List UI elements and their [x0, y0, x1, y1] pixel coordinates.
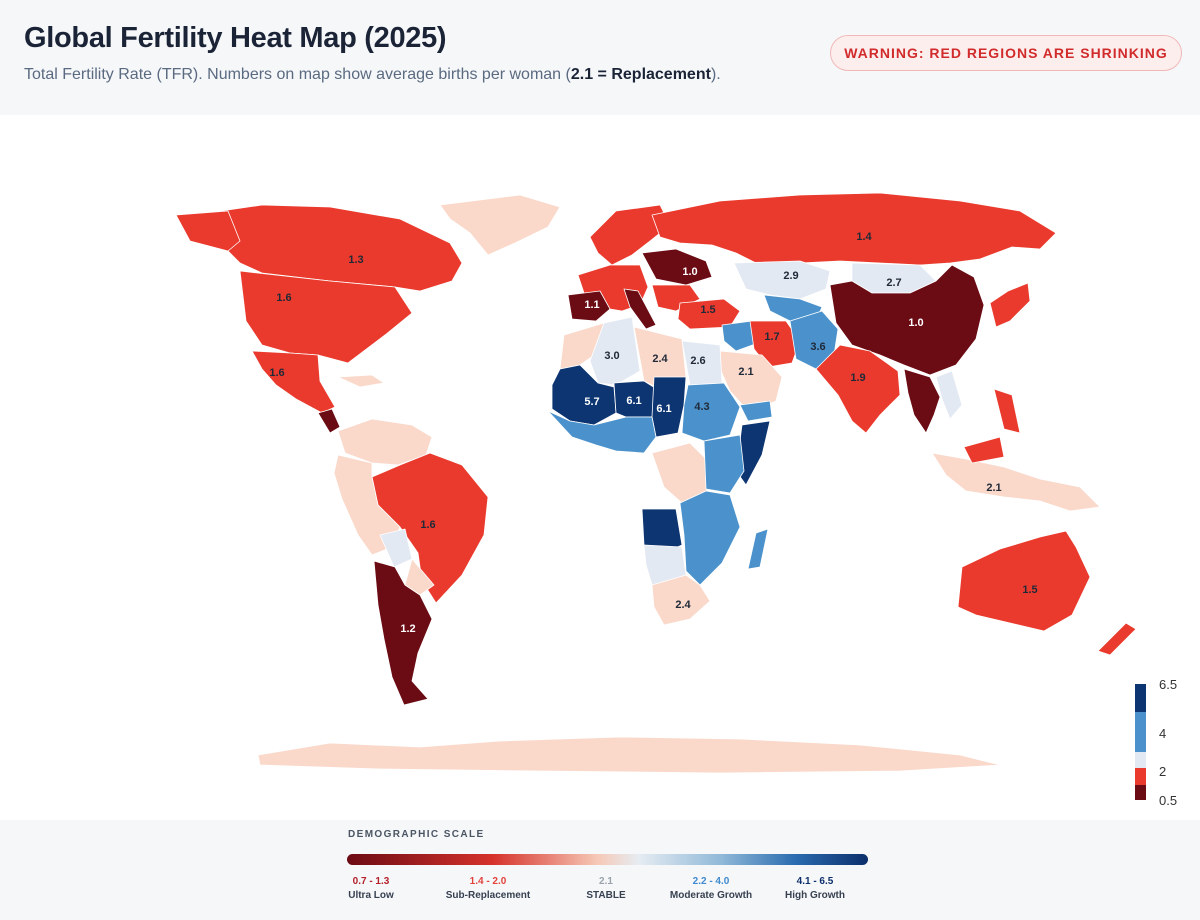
colorbar-segment-ultra — [1135, 785, 1146, 800]
header: Global Fertility Heat Map (2025) Total F… — [0, 0, 1200, 115]
map-label-united-states: 1.6 — [276, 292, 291, 304]
map-label-brazil: 1.6 — [420, 519, 435, 531]
madagascar[interactable] — [747, 528, 769, 570]
map-label-south-africa: 2.4 — [675, 599, 691, 611]
map-label-mexico: 1.6 — [269, 367, 284, 379]
legend-item-moderate-growth: 2.2 - 4.0 Moderate Growth — [636, 875, 786, 903]
legend-name: High Growth — [785, 890, 845, 901]
mexico[interactable] — [251, 350, 336, 414]
yemen[interactable] — [739, 400, 773, 422]
central-america[interactable] — [317, 408, 341, 434]
legend-item-sub-replacement: 1.4 - 2.0 Sub-Replacement — [413, 875, 563, 903]
map-label-argentina-chile: 1.2 — [400, 623, 415, 635]
subtitle-text: Total Fertility Rate (TFR). Numbers on m… — [24, 66, 571, 83]
colorbar-segment-high — [1135, 684, 1146, 712]
legend-range: 1.4 - 2.0 — [469, 876, 507, 887]
mali[interactable] — [551, 364, 617, 426]
colorbar-segment-sub — [1135, 768, 1146, 785]
south-africa[interactable] — [651, 574, 711, 626]
caribbean[interactable] — [337, 374, 385, 388]
colorbar-tick-max: 6.5 — [1159, 677, 1177, 692]
legend-range: 2.2 - 4.0 — [692, 876, 730, 887]
legend-range: 2.1 — [599, 876, 613, 887]
iraq-syria[interactable] — [721, 320, 759, 352]
map-label-niger: 6.1 — [626, 395, 641, 407]
australia[interactable] — [957, 530, 1091, 632]
map-label-saudi-arabia: 2.1 — [738, 366, 753, 378]
colorbar-tick-min: 0.5 — [1159, 793, 1177, 808]
east-africa[interactable] — [679, 490, 741, 586]
indonesia[interactable] — [931, 452, 1101, 512]
map-label-india: 1.9 — [850, 372, 865, 384]
map-label-iran: 1.7 — [764, 331, 779, 343]
legend-item-ultra-low: 0.7 - 1.3 Ultra Low — [296, 875, 446, 903]
subtitle-replacement-note: 2.1 = Replacement — [570, 66, 711, 83]
subtitle: Total Fertility Rate (TFR). Numbers on m… — [24, 66, 721, 84]
united-states[interactable] — [239, 270, 413, 364]
malaysia[interactable] — [963, 436, 1005, 464]
map-label-turkey: 1.5 — [700, 304, 715, 316]
argentina-chile[interactable] — [373, 560, 433, 706]
indochina[interactable] — [935, 370, 963, 420]
ethiopia-kenya[interactable] — [703, 434, 745, 494]
map-value-labels: 1.3 1.6 1.6 1.6 1.2 1.1 1.0 1.4 1.5 3.0 … — [269, 231, 1037, 635]
map-label-spain: 1.1 — [584, 299, 599, 311]
russia[interactable] — [651, 192, 1057, 266]
warning-badge: WARNING: RED REGIONS ARE SHRINKING — [830, 35, 1182, 71]
demographic-scale-legend: DEMOGRAPHIC SCALE 0.7 - 1.3 Ultra Low 1.… — [0, 820, 1200, 920]
antarctica[interactable] — [257, 736, 1001, 774]
legend-name: Moderate Growth — [669, 890, 753, 901]
map-label-indonesia: 2.1 — [986, 482, 1001, 494]
colorbar-tick-4: 4 — [1159, 726, 1166, 741]
colorbar-segment-stable — [1135, 752, 1146, 768]
map-label-libya: 2.4 — [652, 353, 668, 365]
india[interactable] — [815, 344, 901, 434]
map-label-kazakhstan: 2.9 — [783, 270, 798, 282]
world-map[interactable]: 1.3 1.6 1.6 1.6 1.2 1.1 1.0 1.4 1.5 3.0 … — [0, 115, 1200, 820]
legend-gradient-bar — [347, 854, 868, 865]
colorbar-segment-moderate — [1135, 712, 1146, 752]
colorbar-tick-2: 2 — [1159, 764, 1166, 779]
west-africa-coast[interactable] — [547, 410, 657, 454]
legend-heading: DEMOGRAPHIC SCALE — [348, 829, 485, 840]
legend-item-high-growth: 4.1 - 6.5 High Growth — [740, 875, 890, 903]
legend-item-stable: 2.1 STABLE — [531, 875, 681, 903]
legend-range: 4.1 - 6.5 — [796, 876, 834, 887]
legend-name: Ultra Low — [348, 890, 394, 901]
scandinavia[interactable] — [589, 204, 671, 266]
map-label-chad: 6.1 — [656, 403, 671, 415]
new-zealand[interactable] — [1097, 622, 1137, 656]
page-title: Global Fertility Heat Map (2025) — [24, 22, 447, 54]
spain[interactable] — [567, 290, 611, 322]
southeast-asia[interactable] — [903, 368, 941, 434]
map-label-china: 1.0 — [908, 317, 923, 329]
italy[interactable] — [623, 288, 657, 330]
sudan[interactable] — [681, 382, 741, 442]
map-label-egypt: 2.6 — [690, 355, 705, 367]
central-europe[interactable] — [641, 248, 713, 286]
map-label-mongolia: 2.7 — [886, 277, 901, 289]
map-label-australia: 1.5 — [1022, 584, 1037, 596]
legend-name: Sub-Replacement — [445, 890, 531, 901]
subtitle-end: ). — [710, 66, 721, 83]
map-label-mali: 5.7 — [584, 396, 599, 408]
korea-japan[interactable] — [989, 282, 1031, 328]
greenland[interactable] — [439, 194, 561, 256]
map-label-afghanistan-pakistan: 3.6 — [810, 341, 825, 353]
alaska[interactable] — [175, 210, 241, 252]
legend-name: STABLE — [586, 890, 626, 901]
map-label-algeria: 3.0 — [604, 350, 619, 362]
map-colorbar: 6.5 4 2 0.5 — [1135, 677, 1177, 808]
map-label-russia: 1.4 — [856, 231, 872, 243]
legend-range: 0.7 - 1.3 — [352, 876, 390, 887]
map-panel: 1.3 1.6 1.6 1.6 1.2 1.1 1.0 1.4 1.5 3.0 … — [0, 115, 1200, 820]
map-label-central-europe: 1.0 — [682, 266, 697, 278]
philippines[interactable] — [993, 388, 1021, 434]
map-label-sudan: 4.3 — [694, 401, 709, 413]
kazakhstan[interactable] — [733, 260, 831, 300]
map-label-canada: 1.3 — [348, 254, 363, 266]
